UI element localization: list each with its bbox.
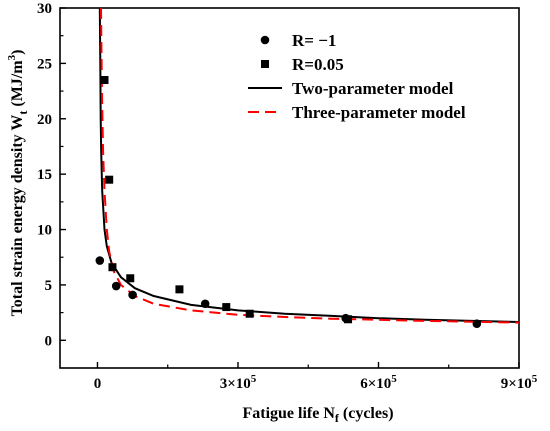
y-tick-label: 25 xyxy=(37,56,52,72)
legend-label: Three-parameter model xyxy=(292,103,466,122)
y-tick-label: 0 xyxy=(45,333,53,349)
legend-label: R= −1 xyxy=(292,31,336,50)
legend-square-marker xyxy=(261,60,269,68)
y-axis-title: Total strain energy density Wt (MJ/m3) xyxy=(6,50,30,317)
legend-item: R= −1 xyxy=(260,31,336,50)
legend-label: R=0.05 xyxy=(292,55,344,74)
legend-item: Two-parameter model xyxy=(248,79,454,98)
data-point-r-minus-1 xyxy=(472,319,482,328)
data-point-r-minus-1 xyxy=(128,290,137,300)
plot-frame xyxy=(59,7,520,369)
data-point-r-minus-1 xyxy=(200,299,210,309)
x-tick-label: 9×105 xyxy=(501,373,538,392)
data-point-r-0-05 xyxy=(175,285,184,294)
legend-circle-marker xyxy=(260,35,270,45)
legend: R= −1 R=0.05 Two-parameter model Three-para… xyxy=(248,31,466,122)
data-point-r-0-05 xyxy=(222,303,231,312)
legend-item: Three-parameter model xyxy=(248,103,466,122)
data-point-r-0-05 xyxy=(126,274,135,283)
y-tick-label: 5 xyxy=(45,278,53,294)
legend-item: R=0.05 xyxy=(261,55,344,74)
data-point-r-minus-1 xyxy=(111,281,121,291)
x-tick-label: 0 xyxy=(94,376,102,392)
y-tick-label: 30 xyxy=(37,1,52,17)
two-parameter-model-curve xyxy=(98,8,519,323)
legend-label: Two-parameter model xyxy=(292,79,454,98)
x-axis-title: Fatigue life Nf (cycles) xyxy=(242,405,393,425)
data-point-r-0-05 xyxy=(108,263,117,272)
x-tick-label: 6×105 xyxy=(360,373,397,392)
axes: 0 5 10 15 20 25 30 0 3×105 6×105 9×105 xyxy=(37,1,538,392)
markers xyxy=(95,76,482,328)
y-tick-label: 20 xyxy=(37,112,52,128)
data-point-r-0-05 xyxy=(344,315,353,324)
data-point-r-0-05 xyxy=(245,309,254,318)
y-tick-label: 10 xyxy=(37,223,52,239)
x-tick-label: 3×105 xyxy=(220,373,257,392)
data-point-r-0-05 xyxy=(100,76,109,84)
data-point-r-minus-1 xyxy=(95,256,105,265)
y-tick-label: 15 xyxy=(37,167,52,183)
data-point-r-0-05 xyxy=(105,175,114,184)
